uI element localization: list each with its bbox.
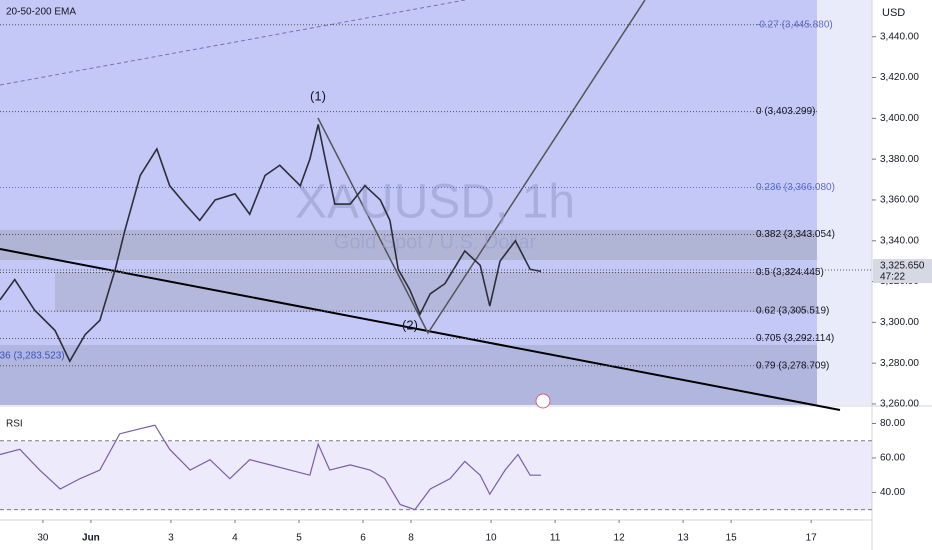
fib-label: 236 (3,283.523) <box>0 351 65 362</box>
rsi-tick-label: 80.00 <box>880 418 905 429</box>
fib-label: 0.79 (3,278.709) <box>756 360 829 371</box>
fib-label: 0.62 (3,305.519) <box>756 306 829 317</box>
watermark-symbol: XAUUSD, 1h <box>295 176 575 229</box>
y-tick-label: 3,360.00 <box>880 195 919 206</box>
x-tick-label: 17 <box>806 533 818 544</box>
y-tick-label: 3,260.00 <box>880 399 919 410</box>
rsi-tick-label: 60.00 <box>880 453 905 464</box>
y-tick-label: 3,440.00 <box>880 31 919 42</box>
x-tick-label: 5 <box>296 533 302 544</box>
fib-label: -0.27 (3,445.880) <box>756 19 833 30</box>
y-tick-label: 3,420.00 <box>880 72 919 83</box>
fib-label: 0.382 (3,343.054) <box>756 229 835 240</box>
y-tick-label: 3,380.00 <box>880 154 919 165</box>
event-icon[interactable] <box>535 393 551 409</box>
watermark-name: Gold Spot / U.S. Dollar <box>334 231 537 253</box>
y-tick-label: 3,280.00 <box>880 358 919 369</box>
x-tick-label: Jun <box>82 533 100 544</box>
x-tick-label: 12 <box>614 533 626 544</box>
zone-band <box>0 345 817 405</box>
future-zone <box>817 0 872 405</box>
wave-label: (1) <box>310 88 326 103</box>
currency-label: USD <box>882 7 905 19</box>
trend-line <box>0 248 841 411</box>
fib-label: 0 (3,403.299) <box>756 106 816 117</box>
indicator-label: 20-50-200 EMA <box>6 7 76 18</box>
x-tick-label: 4 <box>232 533 238 544</box>
rsi-tick-label: 40.00 <box>880 487 905 498</box>
price-line <box>0 124 542 363</box>
fib-label: 0.236 (3,366.080) <box>756 182 835 193</box>
y-tick-label: 3,340.00 <box>880 235 919 246</box>
trend-line <box>0 0 466 86</box>
fib-label: 0.705 (3,292.114) <box>756 333 834 344</box>
y-tick-label: 3,400.00 <box>880 113 919 124</box>
last-price-tag <box>873 259 932 284</box>
price-pane <box>0 0 872 405</box>
fib-label: 0.5 (3,324.445) <box>756 267 824 278</box>
chart-layer: 3,260.003,280.003,300.003,320.003,340.00… <box>0 19 932 544</box>
rsi-line <box>0 424 541 511</box>
rsi-label: RSI <box>6 419 23 430</box>
x-tick-label: 13 <box>678 533 690 544</box>
wave-label: (2) <box>402 317 418 332</box>
x-tick-label: 11 <box>550 533 561 544</box>
rsi-band <box>0 441 872 510</box>
x-tick-label: 30 <box>37 533 49 544</box>
x-tick-label: 8 <box>408 533 414 544</box>
y-tick-label: 3,300.00 <box>880 317 919 328</box>
x-tick-label: 10 <box>485 533 497 544</box>
zone-band <box>55 272 817 312</box>
x-tick-label: 3 <box>168 533 174 544</box>
last-price-label: 3,325.650 <box>880 261 925 272</box>
x-tick-label: 15 <box>726 533 738 544</box>
x-tick-label: 6 <box>360 533 366 544</box>
wave-line <box>317 0 646 335</box>
countdown: 47:22 <box>880 272 905 283</box>
